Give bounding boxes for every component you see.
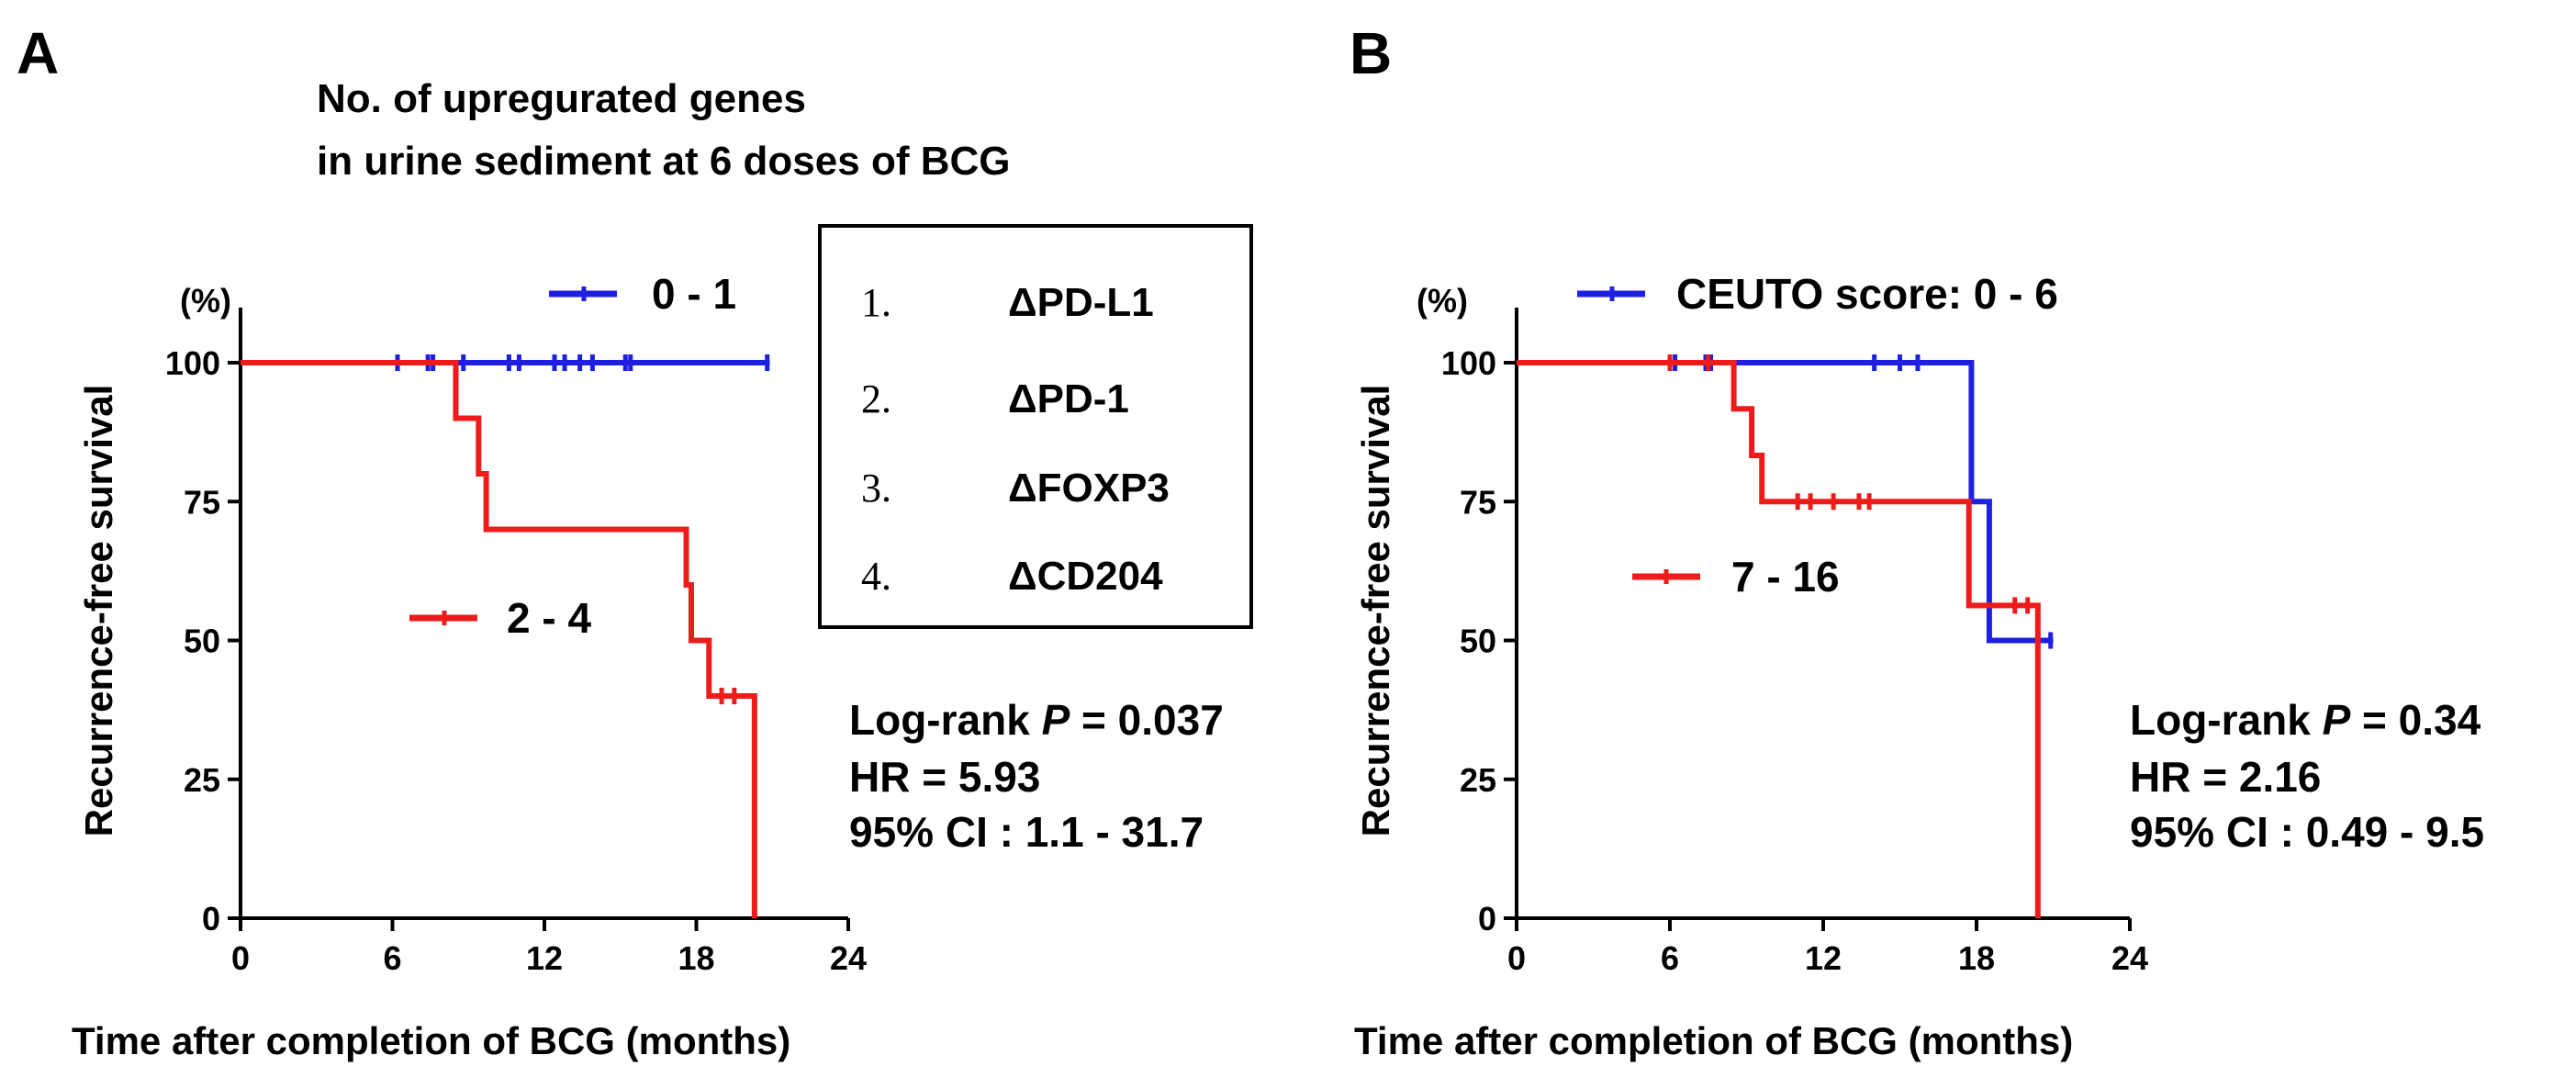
panel-b-logrank: Log-rank P = 0.34 (2130, 696, 2481, 744)
panel-b-x-axis-label: Time after completion of BCG (months) (1354, 1019, 2073, 1062)
panel-a-logrank-value: = 0.037 (1070, 696, 1224, 744)
panel-a-legend-2-4: 2 - 4 (409, 594, 591, 642)
panel-a-axes: 0 25 50 75 100 0 6 12 18 24 (165, 308, 867, 977)
panel-a-stats: Log-rank P = 0.037 HR = 5.93 95% CI : 1.… (849, 696, 1224, 856)
panel-a-y-tick-label-100: 100 (165, 344, 220, 382)
panel-b-x-tick-label-12: 12 (1805, 939, 1842, 977)
panel-a-y-axis-label: Recurrence-free survival (77, 385, 120, 837)
panel-a-y-tick-label-50: 50 (184, 623, 220, 660)
panel-a-letter: A (17, 20, 59, 86)
panel-a-x-axis-label: Time after completion of BCG (months) (72, 1019, 790, 1062)
panel-a-ci: 95% CI : 1.1 - 31.7 (849, 808, 1204, 856)
panel-b-stats: Log-rank P = 0.34 HR = 2.16 95% CI : 0.4… (2130, 696, 2484, 856)
panel-b-ci: 95% CI : 0.49 - 9.5 (2130, 808, 2484, 856)
panel-a-title-line-2: in urine sediment at 6 doses of BCG (317, 139, 1010, 184)
panel-b-y-tick-label-75: 75 (1460, 483, 1496, 521)
genes-box-gene-1: ΔPD-L1 (1008, 280, 1154, 325)
panel-a-y-tick-label-75: 75 (184, 483, 220, 521)
panel-b-x-tick-label-6: 6 (1661, 939, 1679, 977)
panel-b-logrank-value: = 0.34 (2350, 696, 2481, 744)
genes-box-num-4: 4. (861, 554, 891, 599)
panel-b: B (%) Recurrence-free survival Time afte… (1350, 20, 2484, 1062)
panel-a: A No. of upregurated genes in urine sedi… (17, 20, 1253, 1062)
panel-a-legend-0-1: 0 - 1 (549, 270, 736, 318)
genes-box-gene-3: ΔFOXP3 (1008, 466, 1170, 511)
panel-a-logrank-prefix: Log-rank (849, 696, 1042, 744)
panel-b-y-axis-label: Recurrence-free survival (1354, 385, 1397, 837)
panel-a-title-line-1: No. of upregurated genes (317, 76, 806, 121)
panel-a-logrank-p: P (1042, 696, 1070, 744)
panel-a-x-tick-label-24: 24 (830, 939, 867, 977)
panel-b-series-7-16-line (1517, 360, 2041, 918)
panel-b-legend-7-16-label: 7 - 16 (1731, 553, 1840, 601)
panel-a-legend-0-1-label: 0 - 1 (652, 270, 736, 318)
panel-b-legend-ceuto-0-6-label: CEUTO score: 0 - 6 (1676, 270, 2058, 318)
panel-a-x-tick-label-18: 18 (678, 939, 714, 977)
genes-box-num-3: 3. (861, 466, 891, 511)
panel-a-x-tick-label-12: 12 (526, 939, 563, 977)
panel-a-y-unit: (%) (180, 282, 231, 320)
panel-a-plot (241, 354, 770, 918)
panel-a-y-tick-label-0: 0 (202, 900, 220, 937)
panel-b-logrank-prefix: Log-rank (2130, 696, 2323, 744)
panel-b-x-tick-label-24: 24 (2111, 939, 2148, 977)
genes-box-num-2: 2. (861, 376, 891, 421)
panel-a-x-tick-label-6: 6 (383, 939, 401, 977)
panel-a-logrank: Log-rank P = 0.037 (849, 696, 1224, 744)
panel-b-y-tick-label-0: 0 (1478, 900, 1496, 937)
panel-b-y-tick-label-50: 50 (1460, 623, 1496, 660)
panel-b-legend-7-16: 7 - 16 (1632, 553, 1840, 601)
panel-b-series-ceuto-score-0-6-line (1517, 360, 2054, 644)
panel-a-legend-2-4-label: 2 - 4 (507, 594, 591, 642)
panel-b-y-tick-label-25: 25 (1460, 761, 1496, 799)
panel-b-plot (1517, 354, 2054, 918)
panel-b-legend-ceuto-0-6: CEUTO score: 0 - 6 (1577, 270, 2058, 318)
panel-b-y-unit: (%) (1417, 282, 1468, 320)
panel-a-y-tick-label-25: 25 (184, 761, 220, 799)
genes-box-num-1: 1. (861, 280, 891, 325)
panel-b-axes: 0 25 50 75 100 0 6 12 18 24 (1441, 308, 2148, 977)
panel-b-hr: HR = 2.16 (2130, 753, 2321, 801)
panel-a-x-tick-label-0: 0 (231, 939, 250, 977)
genes-box-gene-2: ΔPD-1 (1008, 376, 1129, 421)
panel-b-logrank-p: P (2323, 696, 2351, 744)
panel-b-x-tick-label-18: 18 (1958, 939, 1995, 977)
panel-b-letter: B (1350, 20, 1392, 86)
panel-b-x-tick-label-0: 0 (1507, 939, 1526, 977)
panel-a-hr: HR = 5.93 (849, 753, 1040, 801)
genes-box-frame (818, 224, 1253, 629)
genes-box-gene-4: ΔCD204 (1008, 554, 1163, 599)
genes-box: 1. ΔPD-L1 2. ΔPD-1 3. ΔFOXP3 4. ΔCD204 (818, 224, 1253, 629)
panel-a-series-2-4-line (241, 360, 757, 918)
panel-b-y-tick-label-100: 100 (1441, 344, 1496, 382)
